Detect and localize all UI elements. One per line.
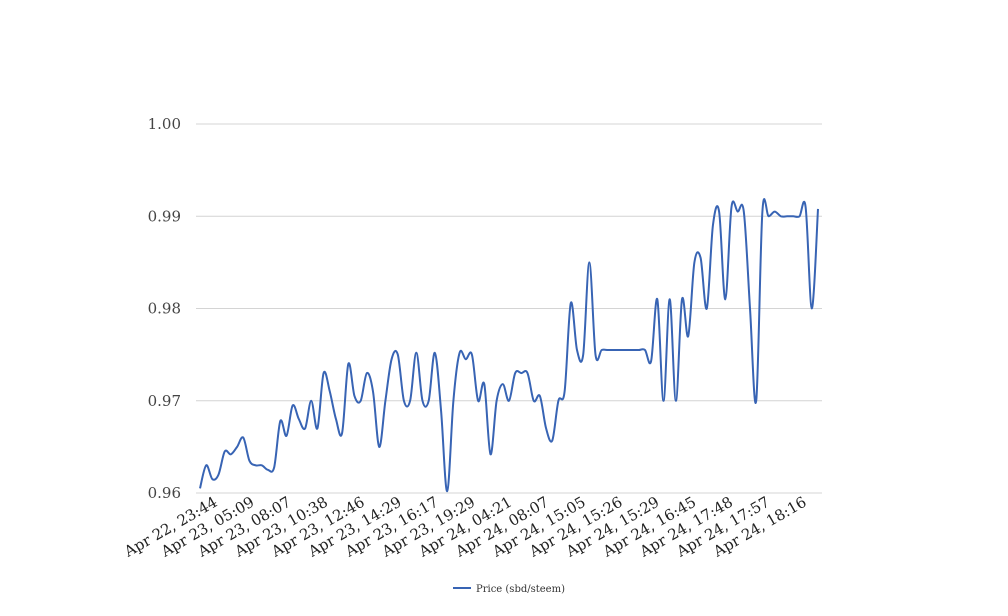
legend: Price (sbd/steem) (453, 584, 565, 595)
gridlines (196, 123, 822, 494)
series-line-price (199, 198, 819, 493)
y-tick-label: 1.00 (148, 115, 181, 133)
y-tick-label: 0.99 (148, 207, 181, 225)
y-axis-ticks: 0.96 0.97 0.98 0.99 1.00 (148, 115, 181, 502)
y-tick-label: 0.97 (148, 392, 181, 410)
y-tick-label: 0.98 (148, 300, 181, 318)
legend-label: Price (sbd/steem) (476, 584, 565, 595)
series-layer (199, 198, 819, 493)
y-tick-label: 0.96 (148, 484, 181, 502)
